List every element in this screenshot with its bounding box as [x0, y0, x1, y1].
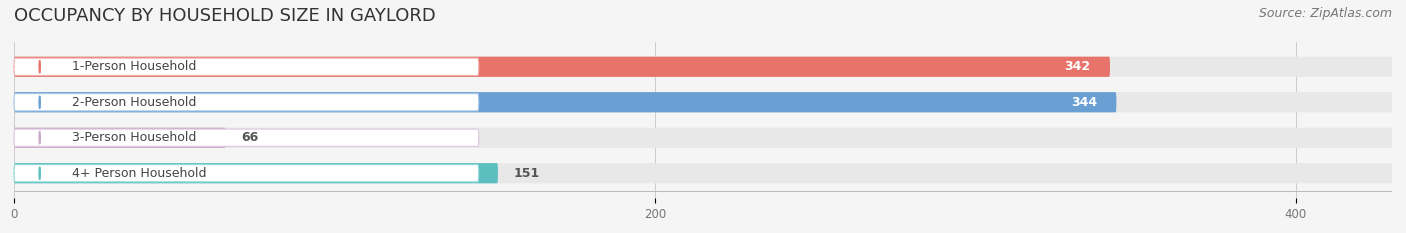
Text: 1-Person Household: 1-Person Household [72, 60, 195, 73]
Text: 2-Person Household: 2-Person Household [72, 96, 195, 109]
Text: Source: ZipAtlas.com: Source: ZipAtlas.com [1258, 7, 1392, 20]
Text: 3-Person Household: 3-Person Household [72, 131, 195, 144]
FancyBboxPatch shape [14, 128, 225, 148]
Text: 66: 66 [242, 131, 259, 144]
FancyBboxPatch shape [14, 58, 478, 75]
FancyBboxPatch shape [14, 163, 1392, 183]
Text: 344: 344 [1071, 96, 1097, 109]
Text: 151: 151 [515, 167, 540, 180]
FancyBboxPatch shape [14, 57, 1392, 77]
FancyBboxPatch shape [14, 128, 1392, 148]
Text: OCCUPANCY BY HOUSEHOLD SIZE IN GAYLORD: OCCUPANCY BY HOUSEHOLD SIZE IN GAYLORD [14, 7, 436, 25]
FancyBboxPatch shape [14, 94, 478, 111]
FancyBboxPatch shape [14, 92, 1392, 112]
FancyBboxPatch shape [14, 164, 478, 182]
FancyBboxPatch shape [14, 92, 1116, 112]
FancyBboxPatch shape [14, 129, 478, 146]
FancyBboxPatch shape [14, 163, 498, 183]
Text: 342: 342 [1064, 60, 1091, 73]
Text: 4+ Person Household: 4+ Person Household [72, 167, 207, 180]
FancyBboxPatch shape [14, 57, 1109, 77]
